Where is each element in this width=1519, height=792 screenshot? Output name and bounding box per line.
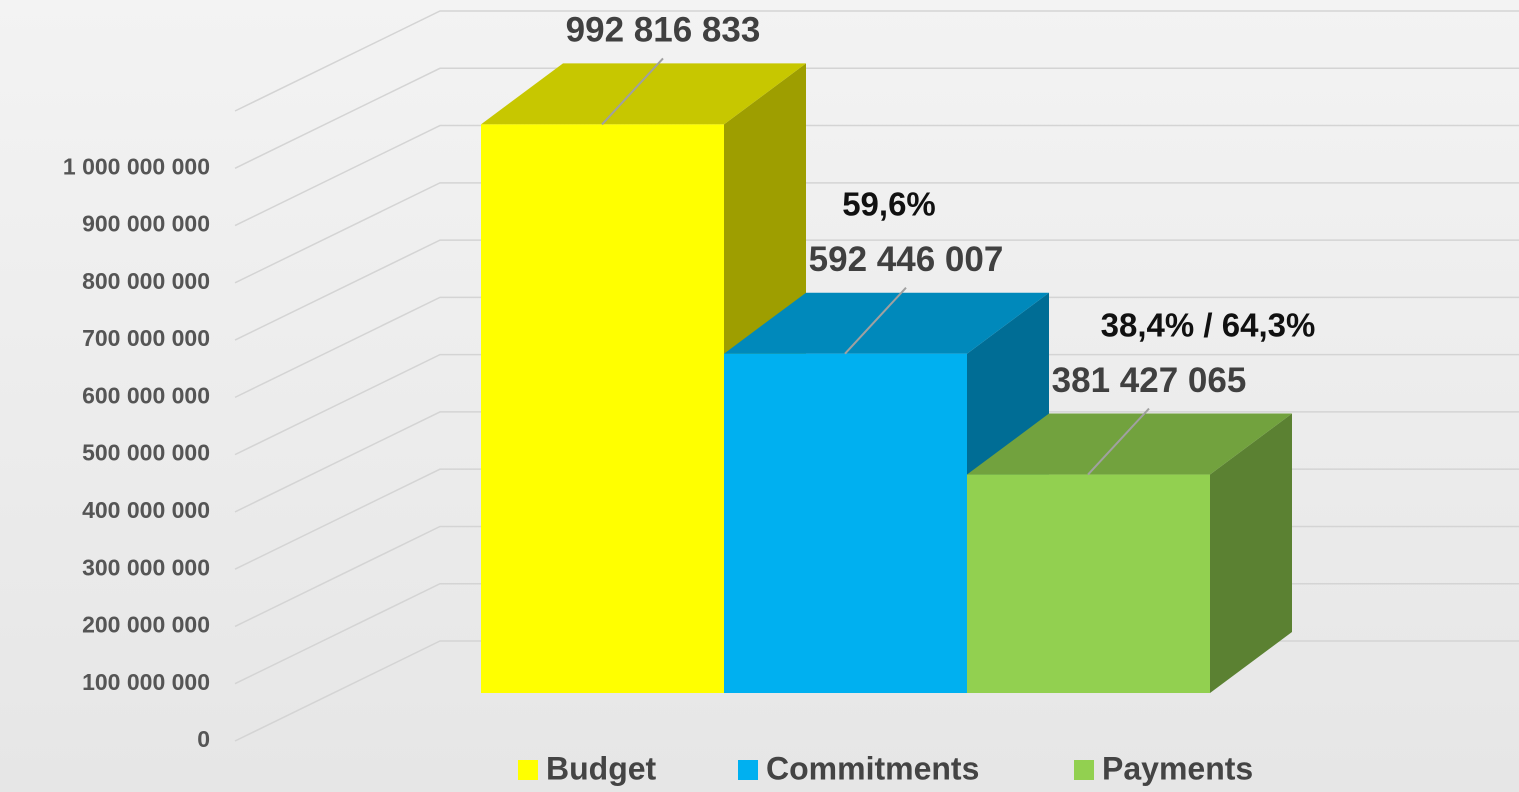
bar	[967, 474, 1210, 693]
grid-line	[234, 67, 1519, 169]
legend-label: Budget	[546, 750, 657, 786]
bar-top	[481, 63, 806, 125]
legend-label: Commitments	[766, 750, 979, 786]
grid-line	[234, 239, 1519, 341]
bar-top	[967, 413, 1292, 475]
legend-swatch	[738, 760, 758, 780]
y-tick-label: 900 000 000	[82, 211, 210, 237]
grid-line	[234, 411, 1519, 513]
y-tick-label: 400 000 000	[82, 497, 210, 523]
grid-line	[234, 353, 1519, 456]
annotation: 59,6%	[842, 185, 936, 222]
y-tick-label: 800 000 000	[82, 268, 210, 294]
bar-top	[724, 292, 1049, 354]
y-tick-label: 1 000 000 000	[63, 153, 210, 179]
grid-line	[234, 296, 1519, 399]
legend-label: Payments	[1102, 750, 1253, 786]
value-label: 381 427 065	[1052, 361, 1247, 400]
grid-line	[234, 124, 1519, 227]
y-tick-label: 300 000 000	[82, 554, 210, 580]
legend-swatch	[518, 760, 538, 780]
wall-edge	[234, 10, 1519, 112]
leader-line	[1087, 407, 1150, 476]
bar	[481, 124, 724, 694]
legend-swatch	[1074, 760, 1094, 780]
y-tick-label: 0	[197, 726, 210, 752]
y-tick-label: 200 000 000	[82, 612, 210, 638]
bar-side	[1210, 413, 1292, 693]
annotation: 38,4% / 64,3%	[1101, 306, 1316, 343]
y-tick-label: 100 000 000	[82, 669, 210, 695]
leader-line	[601, 57, 664, 126]
value-label: 992 816 833	[566, 11, 761, 50]
grid-line	[234, 182, 1519, 284]
y-tick-label: 600 000 000	[82, 382, 210, 408]
value-label: 592 446 007	[809, 240, 1004, 279]
y-tick-label: 500 000 000	[82, 440, 210, 466]
y-tick-label: 700 000 000	[82, 325, 210, 351]
leader-line	[844, 287, 907, 355]
bar	[724, 353, 967, 693]
